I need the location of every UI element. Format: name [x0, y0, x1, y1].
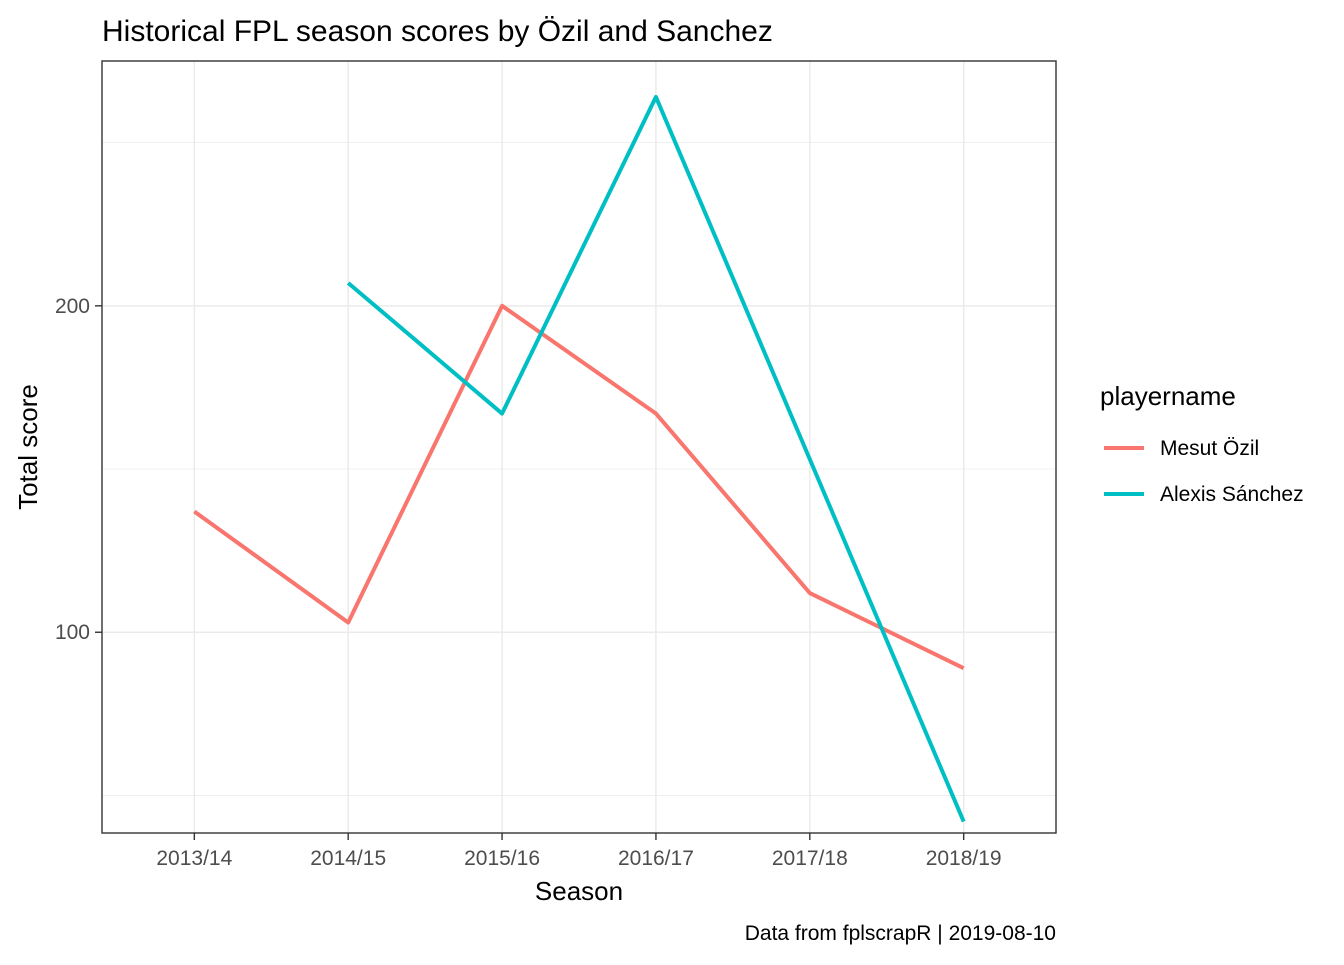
plot-panel	[101, 60, 1057, 834]
x-tick-label: 2017/18	[772, 847, 848, 870]
x-tick-label: 2014/15	[310, 847, 386, 870]
x-tick-label: 2016/17	[618, 847, 694, 870]
y-tick-label: 100	[55, 621, 90, 644]
legend: playername Mesut Özil Alexis Sánchez	[1100, 381, 1304, 506]
chart-caption: Data from fplscrapR | 2019-08-10	[745, 922, 1056, 945]
legend-items: Mesut Özil Alexis Sánchez	[1104, 437, 1304, 506]
x-axis: 2013/14 2014/15 2015/16 2016/17 2017/18 2018/…	[156, 833, 1002, 870]
legend-label: Mesut Özil	[1160, 437, 1259, 460]
x-tick-label: 2018/19	[926, 847, 1002, 870]
panel-border	[101, 60, 1057, 834]
x-axis-title: Season	[535, 876, 623, 906]
series-line	[193, 303, 965, 670]
legend-label: Alexis Sánchez	[1160, 483, 1304, 506]
y-tick-label: 200	[55, 295, 90, 318]
y-axis: 100 200	[55, 295, 102, 644]
minor-gridlines	[102, 142, 1056, 796]
legend-title: playername	[1100, 381, 1236, 411]
series-line	[346, 94, 966, 823]
chart-title: Historical FPL season scores by Özil and…	[102, 15, 773, 48]
major-gridlines	[102, 61, 1056, 833]
series-lines	[193, 94, 966, 823]
y-axis-title: Total score	[13, 384, 43, 510]
x-tick-label: 2015/16	[464, 847, 540, 870]
x-tick-label: 2013/14	[156, 847, 232, 870]
